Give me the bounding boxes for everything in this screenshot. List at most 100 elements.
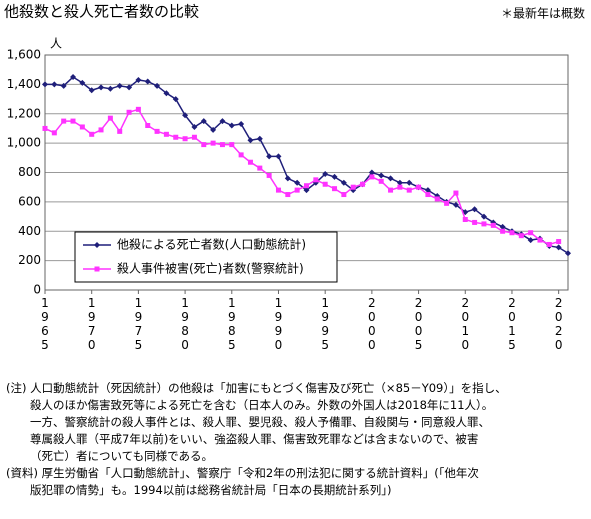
point	[480, 213, 487, 220]
legend-marker	[94, 266, 100, 272]
point	[173, 134, 179, 140]
point	[107, 115, 113, 121]
point	[528, 230, 534, 236]
point	[500, 228, 506, 234]
point	[369, 174, 375, 180]
point	[266, 172, 272, 178]
point	[182, 136, 188, 142]
note-line: 版犯罪の情勢」も。1994以前は総務省統計局「日本の長期統計系列」)	[30, 483, 392, 497]
point	[61, 118, 67, 124]
point	[257, 165, 263, 171]
point	[452, 201, 459, 208]
point	[191, 123, 198, 130]
y-tick-label: 1,000	[7, 136, 41, 150]
note-line: 尊属殺人罪（平成7年以前)をいい、強盗殺人罪、傷害致死罪などは含まないので、被害	[30, 432, 479, 446]
point	[397, 184, 403, 190]
point	[219, 118, 226, 125]
point	[350, 184, 356, 190]
x-tick-label: 1980	[178, 296, 192, 352]
point	[163, 90, 170, 97]
plot-frame	[44, 54, 569, 291]
point	[509, 230, 515, 236]
chart-title: 他殺数と殺人死亡者数の比較	[4, 3, 199, 21]
y-tick-label: 800	[18, 165, 41, 179]
point	[406, 179, 413, 186]
x-tick-label: 1970	[85, 296, 99, 352]
point	[154, 82, 161, 89]
point	[322, 181, 328, 187]
point	[266, 153, 273, 160]
note-line: （死亡）者についても同様である。	[30, 449, 213, 463]
point	[172, 96, 179, 103]
point	[229, 142, 235, 148]
point	[481, 221, 487, 227]
point	[228, 122, 235, 129]
point	[200, 118, 207, 125]
y-tick-label: 1,400	[7, 77, 41, 91]
point	[378, 178, 384, 184]
x-tick-label: 1995	[318, 296, 332, 352]
point	[88, 87, 95, 94]
point	[219, 142, 225, 148]
point	[201, 142, 207, 148]
point	[144, 78, 151, 85]
point	[79, 79, 86, 86]
y-tick-label: 200	[18, 253, 41, 267]
point	[154, 128, 160, 134]
series-line	[45, 76, 569, 254]
y-tick-label: 600	[18, 194, 41, 208]
point	[284, 175, 291, 182]
point	[98, 127, 104, 133]
point	[60, 82, 67, 89]
point	[51, 130, 57, 136]
point	[406, 187, 412, 193]
note-line: 一方、警察統計の殺人事件とは、殺人罪、嬰児殺、殺人予備罪、自殺関与・同意殺人罪、	[30, 415, 490, 429]
point	[490, 222, 496, 228]
point	[42, 125, 48, 131]
note-line: (資料) 厚生労働省「人口動態統計」、警察庁「令和2年の刑法犯に関する統計資料」…	[6, 466, 479, 480]
point	[303, 187, 310, 194]
x-tick-label: 2015	[505, 296, 519, 352]
point	[135, 106, 141, 112]
x-tick-label: 1990	[271, 296, 285, 352]
x-tick-label: 1985	[225, 296, 239, 352]
point	[247, 137, 254, 144]
point	[546, 241, 552, 247]
point	[210, 126, 217, 133]
point	[70, 74, 77, 81]
point	[247, 159, 253, 165]
y-tick-label: 1,200	[7, 106, 41, 120]
point	[424, 187, 431, 194]
point	[340, 179, 347, 186]
point	[416, 184, 422, 190]
point	[368, 169, 375, 176]
point	[388, 187, 394, 193]
point	[462, 217, 468, 222]
point	[256, 135, 263, 142]
point	[434, 196, 440, 202]
point	[89, 131, 95, 137]
point	[145, 123, 151, 128]
legend-label: 他殺による死亡者数(人口動態統計)	[117, 237, 306, 252]
point	[537, 237, 543, 243]
chart: 他殺数と殺人死亡者数の比較 ＊最新年は概数 人 0 200 400 600 800 1,0…	[4, 3, 585, 353]
point	[331, 173, 338, 180]
point	[341, 192, 347, 198]
x-tick-label: 2005	[412, 296, 426, 352]
x-tick-label: 1965	[38, 296, 52, 352]
point	[332, 186, 338, 192]
point	[98, 84, 105, 91]
point	[285, 192, 291, 198]
point	[396, 179, 403, 186]
y-tick-label: 1,600	[7, 48, 41, 62]
point	[313, 177, 319, 183]
point	[238, 152, 244, 158]
point	[117, 128, 123, 134]
point	[471, 206, 478, 213]
point	[275, 153, 282, 160]
point	[453, 190, 459, 196]
point	[79, 124, 85, 130]
notes: (注) 人口動態統計（死因統計）の他殺は「加害にもとづく傷害及び死亡（×85－Y…	[6, 380, 507, 499]
point	[472, 219, 478, 225]
